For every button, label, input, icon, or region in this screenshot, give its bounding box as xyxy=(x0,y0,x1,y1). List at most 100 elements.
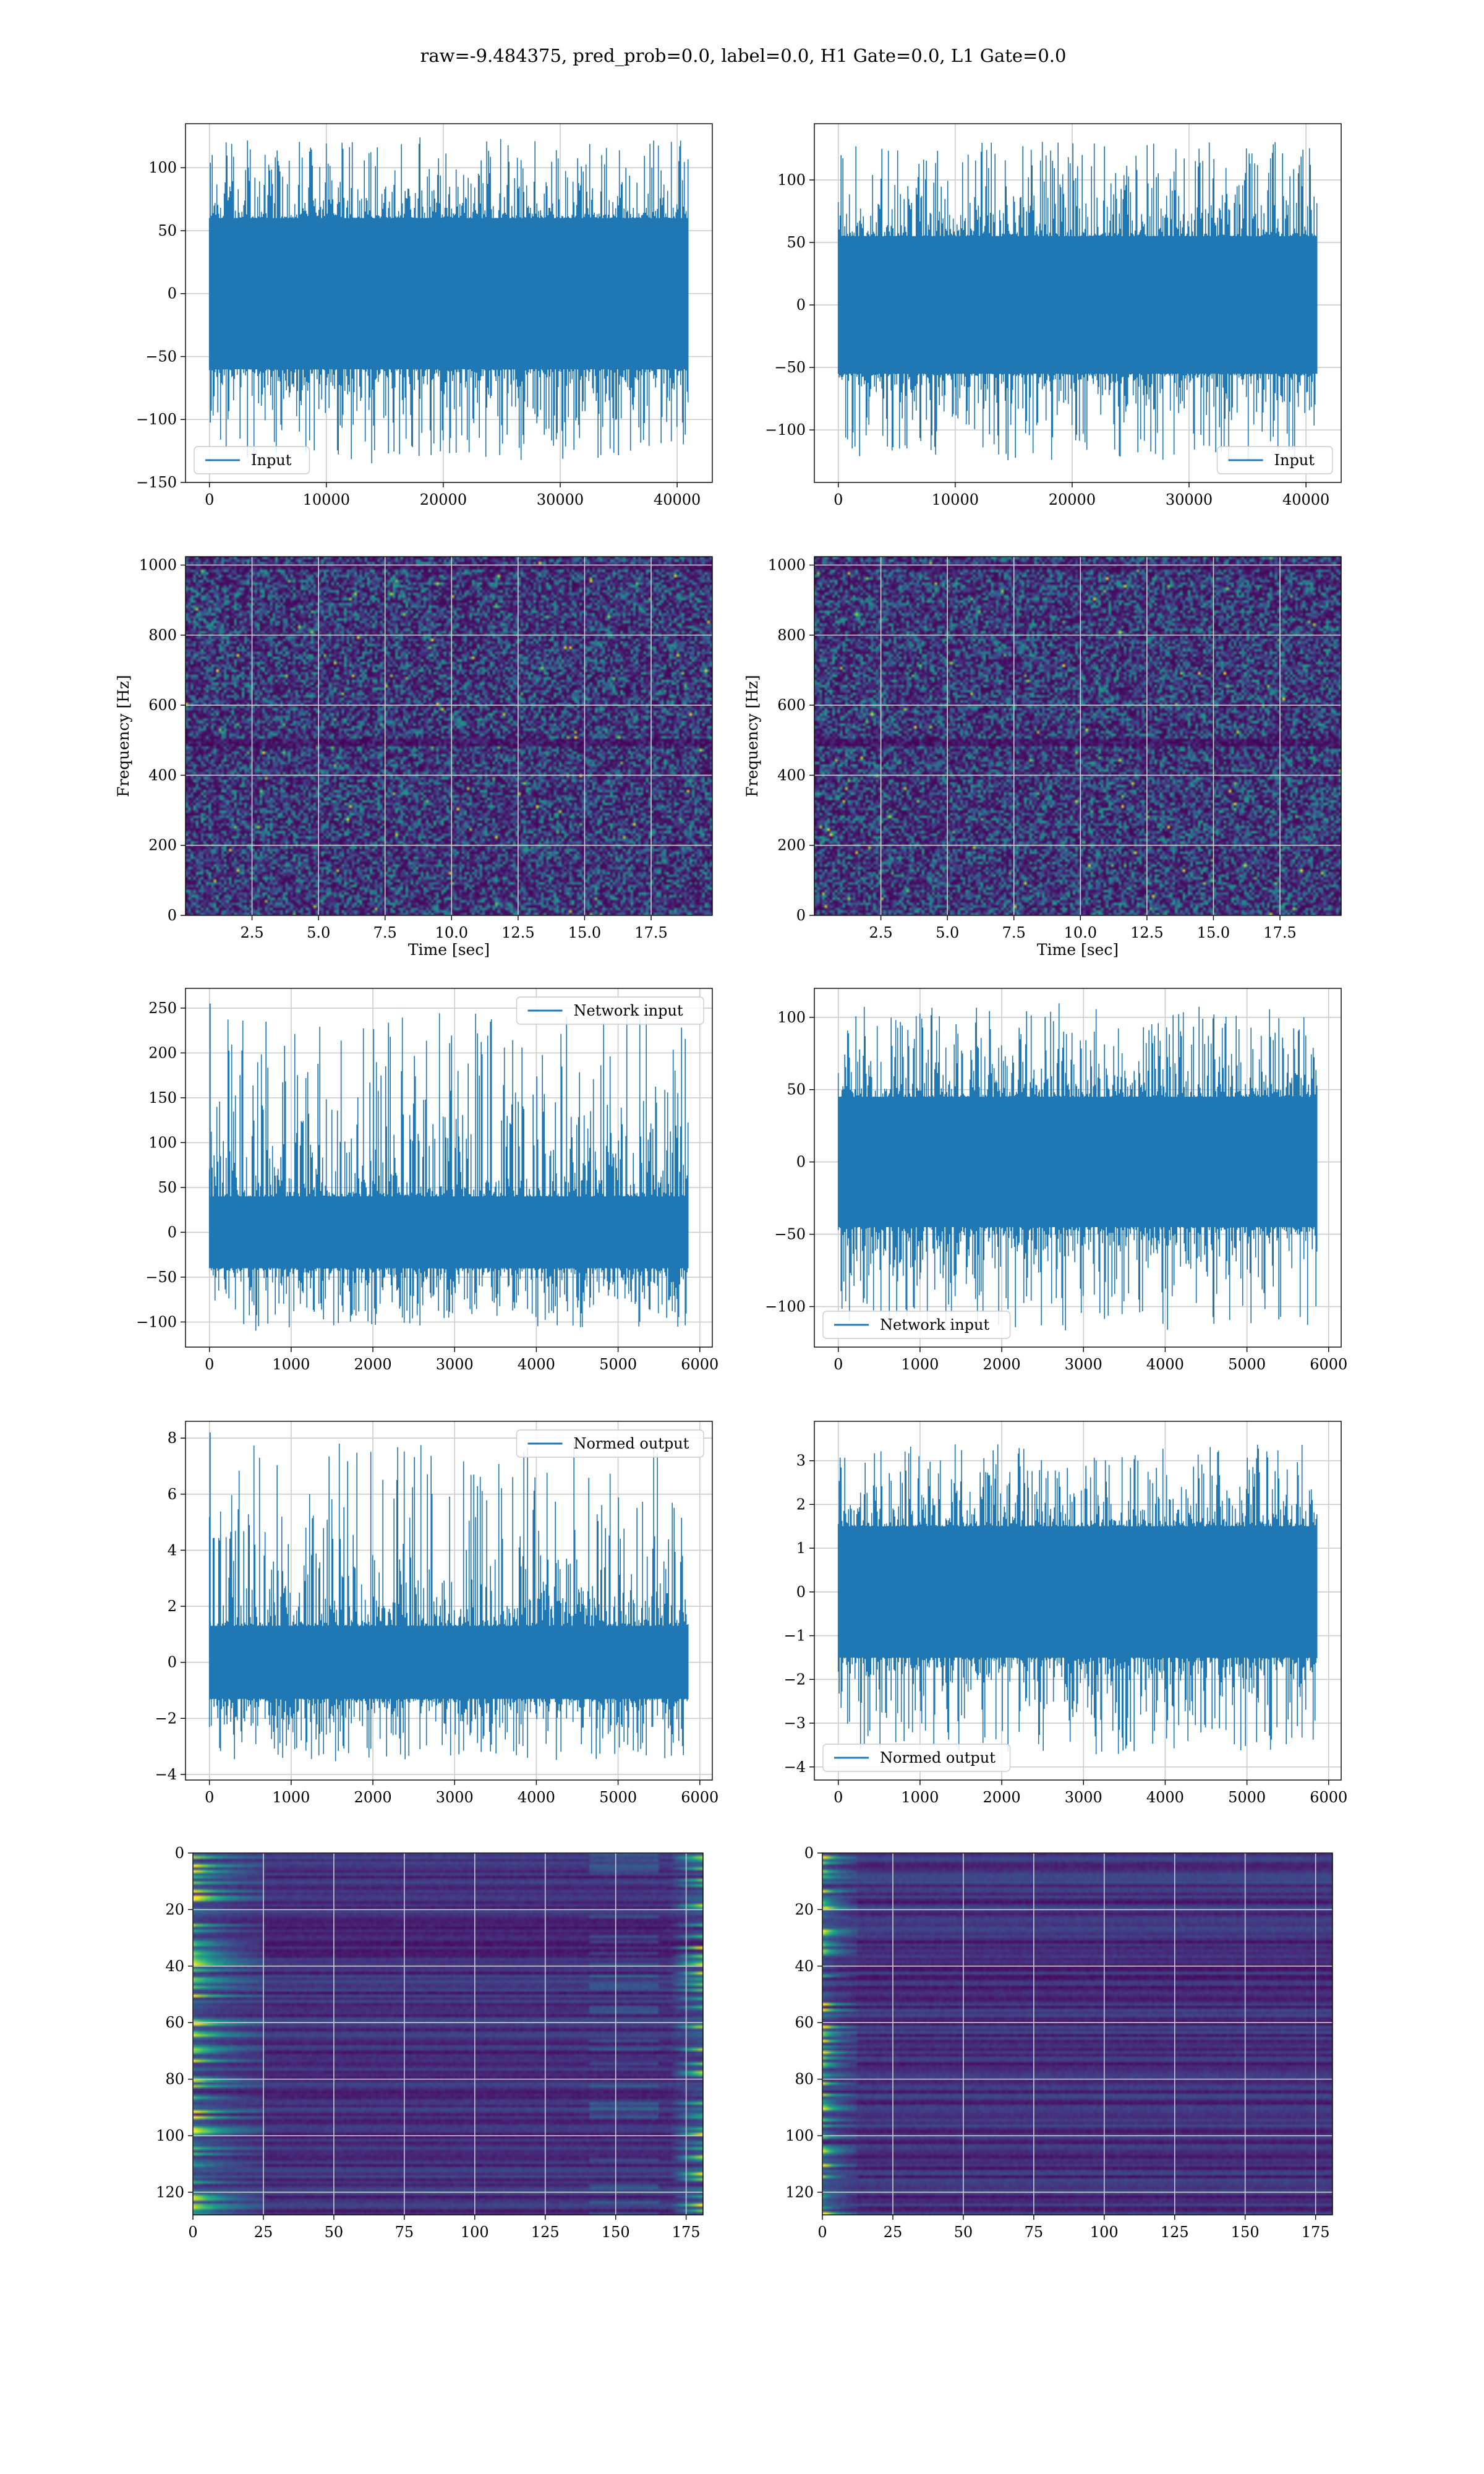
x-tick-label: 175 xyxy=(672,2224,701,2241)
y-tick-label: −100 xyxy=(765,1298,806,1316)
x-tick-label: 10.0 xyxy=(1064,924,1097,941)
axes-frame xyxy=(814,988,1342,1348)
x-tick-label: 100 xyxy=(461,2224,489,2241)
axes-frame xyxy=(185,988,713,1348)
y-tick-label: 600 xyxy=(777,696,806,714)
x-tick-label: 0 xyxy=(834,1789,843,1806)
y-tick-label: 1 xyxy=(796,1539,806,1557)
x-tick-label: 10000 xyxy=(303,491,350,508)
x-tick-label: 75 xyxy=(395,2224,414,2241)
x-tick-label: 5000 xyxy=(599,1356,637,1373)
y-tick-label: 120 xyxy=(785,2183,814,2201)
y-tick-label: −50 xyxy=(145,348,177,365)
subplot-spectrogram-l1: 2.5 5.0 7.5 10.0 12.5 15.0 17.5 0 200 400 600 800 10… xyxy=(743,556,1342,959)
subplot-input-h1: 0 10000 20000 30000 40000 −150 −100 −50 0 50 100 In… xyxy=(136,123,713,508)
heatmap-raster xyxy=(822,1853,1333,2215)
y-tick-label: −150 xyxy=(136,474,177,491)
x-tick-label: 5000 xyxy=(599,1789,637,1806)
y-tick-label: 800 xyxy=(777,627,806,644)
y-tick-label: 4 xyxy=(168,1541,177,1559)
y-tick-label: −50 xyxy=(145,1269,177,1286)
y-tick-label: −2 xyxy=(784,1671,806,1688)
legend: Network input xyxy=(516,996,704,1025)
y-tick-label: 100 xyxy=(777,1009,806,1026)
series-line xyxy=(208,1442,689,1761)
x-tick-label: 100 xyxy=(1090,2224,1119,2241)
x-tick-label: 0 xyxy=(834,1356,843,1373)
y-tick-label: −2 xyxy=(155,1710,177,1727)
y-tick-label: 100 xyxy=(148,159,177,176)
y-tick-label: 80 xyxy=(165,2071,184,2088)
y-tick-label: 0 xyxy=(168,285,177,302)
x-tick-label: 6000 xyxy=(1310,1356,1347,1373)
legend: Normed output xyxy=(822,1744,1011,1772)
x-tick-label: 4000 xyxy=(1146,1789,1184,1806)
x-tick-label: 5000 xyxy=(1228,1356,1266,1373)
y-tick-label: 0 xyxy=(804,1844,814,1862)
y-tick-label: 250 xyxy=(148,999,177,1017)
y-tick-label: 0 xyxy=(796,907,806,924)
x-tick-label: 1000 xyxy=(901,1789,939,1806)
legend-box xyxy=(194,446,310,474)
y-tick-label: 400 xyxy=(148,766,177,784)
y-tick-label: −50 xyxy=(774,1226,806,1243)
y-tick-label: −4 xyxy=(784,1758,806,1776)
y-tick-label: 100 xyxy=(156,2127,184,2144)
series-line xyxy=(208,1013,689,1331)
x-tick-label: 3000 xyxy=(436,1356,474,1373)
subplot-input-l1: 0 10000 20000 30000 40000 −100 −50 0 50 100 Input xyxy=(765,123,1342,508)
subplot-normed-output-l1: 0 1000 2000 3000 4000 5000 6000 −4 −3 −2 −1 0 1 2 3 Nor… xyxy=(784,1421,1347,1806)
legend-box xyxy=(1216,446,1333,474)
x-tick-label: 2000 xyxy=(983,1789,1021,1806)
legend-label: Input xyxy=(1274,452,1315,469)
series-line xyxy=(837,142,1318,461)
x-tick-label: 0 xyxy=(834,491,843,508)
y-tick-label: 400 xyxy=(777,766,806,784)
y-tick-label: 0 xyxy=(168,1223,177,1241)
x-tick-label: 1000 xyxy=(901,1356,939,1373)
y-tick-label: 40 xyxy=(165,1958,184,1975)
x-tick-label: 2000 xyxy=(983,1356,1021,1373)
y-tick-label: 1000 xyxy=(768,557,806,574)
y-tick-label: −3 xyxy=(784,1714,806,1732)
y-tick-label: 0 xyxy=(796,1583,806,1601)
x-tick-label: 1000 xyxy=(272,1356,310,1373)
x-tick-label: 2000 xyxy=(354,1789,392,1806)
legend-label: Network input xyxy=(574,1002,683,1019)
x-tick-label: 6000 xyxy=(681,1356,719,1373)
x-tick-label: 4000 xyxy=(518,1356,555,1373)
x-tick-label: 6000 xyxy=(681,1789,719,1806)
x-axis-label: Time [sec] xyxy=(1037,941,1119,959)
y-tick-label: 150 xyxy=(148,1089,177,1106)
y-tick-label: 1000 xyxy=(139,557,177,574)
x-tick-label: 25 xyxy=(254,2224,273,2241)
axes-frame xyxy=(185,556,713,916)
x-tick-label: 20000 xyxy=(1049,491,1096,508)
series-line xyxy=(837,1003,1318,1331)
x-tick-label: 4000 xyxy=(1146,1356,1184,1373)
x-tick-label: 0 xyxy=(188,2224,197,2241)
heatmap-raster xyxy=(814,557,1341,915)
legend-box xyxy=(822,1744,1011,1772)
y-tick-label: −100 xyxy=(136,1313,177,1330)
x-tick-label: 0 xyxy=(817,2224,827,2241)
x-tick-label: 17.5 xyxy=(634,924,667,941)
x-tick-label: 125 xyxy=(531,2224,560,2241)
subplot-normed-output-h1: 0 1000 2000 3000 4000 5000 6000 −4 −2 0 2 4 6 8 Normed… xyxy=(155,1421,719,1806)
x-tick-label: 15.0 xyxy=(1197,924,1230,941)
x-axis-label: Time [sec] xyxy=(408,941,490,959)
x-tick-label: 0 xyxy=(205,1789,214,1806)
heatmap-raster xyxy=(193,1853,703,2215)
subplot-feature-map-l1: 0 25 50 75 100 125 150 175 0 20 40 60 80 100 120 xyxy=(785,1844,1333,2241)
x-tick-label: 175 xyxy=(1302,2224,1330,2241)
x-tick-label: 75 xyxy=(1025,2224,1044,2241)
figure-suptitle: raw=-9.484375, pred_prob=0.0, label=0.0,… xyxy=(420,45,1067,67)
subplot-feature-map-h1: 0 25 50 75 100 125 150 175 0 20 40 60 80 100 120 xyxy=(156,1844,704,2241)
axes-frame xyxy=(185,1421,713,1781)
series-line xyxy=(837,1444,1318,1755)
heatmap-axes: 0 25 50 75 100 125 150 175 0 20 40 60 80 100 120 xyxy=(156,1844,703,2241)
y-tick-label: 6 xyxy=(168,1486,177,1503)
legend-label: Network input xyxy=(880,1316,989,1333)
x-tick-label: 20000 xyxy=(420,491,467,508)
